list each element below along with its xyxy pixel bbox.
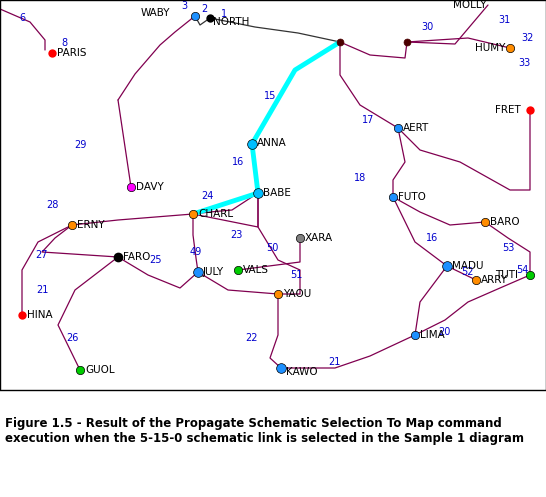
Text: PARIS: PARIS xyxy=(57,48,86,58)
Text: FRET: FRET xyxy=(495,105,521,115)
Text: 52: 52 xyxy=(461,267,473,277)
Text: FUTO: FUTO xyxy=(398,192,426,202)
Text: MOLLY: MOLLY xyxy=(453,0,486,10)
Text: 25: 25 xyxy=(150,255,162,265)
Text: 15: 15 xyxy=(264,91,276,101)
Text: 27: 27 xyxy=(35,250,48,260)
Text: KAWO: KAWO xyxy=(286,367,318,377)
Text: 26: 26 xyxy=(66,333,78,343)
Text: 49: 49 xyxy=(190,247,202,257)
Text: 2: 2 xyxy=(201,4,207,14)
Text: Figure 1.5 - Result of the Propagate Schematic Selection To Map command
executio: Figure 1.5 - Result of the Propagate Sch… xyxy=(5,417,525,445)
Text: BABE: BABE xyxy=(263,188,291,198)
Text: VALS: VALS xyxy=(243,265,269,275)
Text: CHARL: CHARL xyxy=(198,209,233,219)
Text: 24: 24 xyxy=(201,191,213,201)
Text: 32: 32 xyxy=(522,33,534,43)
Text: 21: 21 xyxy=(328,357,340,367)
Text: 29: 29 xyxy=(74,140,86,150)
Text: BARO: BARO xyxy=(490,217,520,227)
Text: 31: 31 xyxy=(498,15,510,25)
Text: 21: 21 xyxy=(36,285,48,295)
Text: 20: 20 xyxy=(438,327,450,337)
Text: 16: 16 xyxy=(426,233,438,243)
Text: XARA: XARA xyxy=(305,233,333,243)
Text: TUTI: TUTI xyxy=(495,270,518,280)
Text: JULY: JULY xyxy=(203,267,224,277)
Text: 22: 22 xyxy=(246,333,258,343)
Text: 30: 30 xyxy=(421,22,433,32)
Text: HINA: HINA xyxy=(27,310,52,320)
Text: YAOU: YAOU xyxy=(283,289,311,299)
Text: GUOL: GUOL xyxy=(85,365,115,375)
Text: HUMY: HUMY xyxy=(475,43,506,53)
Text: ARRY: ARRY xyxy=(481,275,508,285)
Text: LIMA: LIMA xyxy=(420,330,445,340)
Text: AERT: AERT xyxy=(403,123,429,133)
Text: 33: 33 xyxy=(518,58,530,68)
Text: ANNA: ANNA xyxy=(257,138,287,148)
Text: ERNY: ERNY xyxy=(77,220,105,230)
Text: MADU: MADU xyxy=(452,261,484,271)
Text: 3: 3 xyxy=(181,1,187,11)
Text: DAVY: DAVY xyxy=(136,182,164,192)
Text: 8: 8 xyxy=(61,38,67,48)
Text: FARO: FARO xyxy=(123,252,150,262)
Text: WABY: WABY xyxy=(140,8,170,18)
Text: 51: 51 xyxy=(290,270,302,280)
Text: 54: 54 xyxy=(516,265,528,275)
Text: 28: 28 xyxy=(46,200,58,210)
Text: 50: 50 xyxy=(266,243,278,253)
Text: 1: 1 xyxy=(221,9,227,19)
Text: 17: 17 xyxy=(362,115,374,125)
Text: 18: 18 xyxy=(354,173,366,183)
Text: 6: 6 xyxy=(19,13,25,23)
Text: NORTH: NORTH xyxy=(213,17,250,27)
Text: 16: 16 xyxy=(232,157,244,167)
Text: 53: 53 xyxy=(502,243,514,253)
Text: 23: 23 xyxy=(230,230,242,240)
